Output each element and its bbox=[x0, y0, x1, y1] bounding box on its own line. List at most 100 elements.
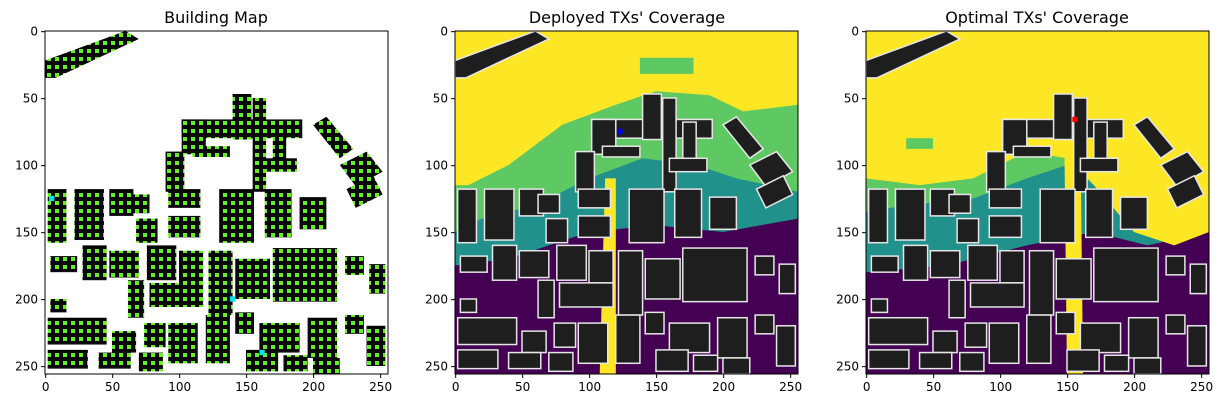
coverage-building-26 bbox=[969, 282, 1025, 308]
y-tick-label: 150 bbox=[425, 226, 448, 240]
coverage-building-8 bbox=[985, 150, 1007, 193]
coverage-building-44 bbox=[1079, 322, 1122, 354]
x-tick-label: 100 bbox=[989, 380, 1012, 394]
coverage-building-9 bbox=[721, 115, 765, 160]
building-36 bbox=[299, 197, 327, 230]
coverage-building-40 bbox=[754, 255, 775, 276]
y-tick-label: 0 bbox=[30, 25, 38, 39]
coverage-building-37 bbox=[1028, 249, 1055, 316]
x-tick-label: 100 bbox=[578, 380, 601, 394]
coverage-building-47 bbox=[1186, 325, 1208, 367]
coverage-building-11 bbox=[1166, 174, 1205, 209]
building-37 bbox=[208, 250, 233, 316]
y-tick-label: 100 bbox=[425, 159, 448, 173]
building-49 bbox=[283, 355, 308, 372]
x-tick-label: 150 bbox=[235, 380, 258, 394]
coverage-building-35 bbox=[673, 188, 703, 239]
coverage-building-50 bbox=[722, 357, 751, 374]
coverage-building-4 bbox=[1072, 97, 1088, 193]
coverage-building-7 bbox=[1012, 145, 1052, 158]
y-tick-label: 50 bbox=[23, 92, 38, 106]
coverage-building-19 bbox=[870, 255, 899, 273]
building-15 bbox=[128, 194, 150, 214]
y-tick-label: 150 bbox=[836, 226, 859, 240]
coverage-building-46 bbox=[754, 314, 775, 335]
coverage-building-29 bbox=[553, 322, 577, 348]
y-tick-label: 200 bbox=[15, 293, 38, 307]
x-tick-label: 200 bbox=[1123, 380, 1146, 394]
y-tick-label: 250 bbox=[15, 360, 38, 374]
coverage-building-28 bbox=[932, 330, 958, 354]
building-13 bbox=[74, 189, 104, 241]
coverage-building-20 bbox=[902, 244, 929, 281]
coverage-building-24 bbox=[870, 298, 889, 314]
y-tick-label: 100 bbox=[836, 159, 859, 173]
building-40 bbox=[345, 256, 364, 275]
x-tick-label: 0 bbox=[863, 380, 871, 394]
axes-frame-0 bbox=[44, 30, 389, 375]
coverage-building-43 bbox=[1055, 311, 1076, 335]
x-tick-label: 50 bbox=[926, 380, 941, 394]
coverage-building-39 bbox=[1093, 247, 1159, 303]
coverage-strong-region bbox=[455, 31, 798, 186]
coverage-building-34 bbox=[1039, 188, 1076, 244]
y-tick-label: 0 bbox=[851, 25, 859, 39]
building-38 bbox=[235, 258, 271, 299]
coverage-building-7 bbox=[601, 145, 641, 158]
x-tick-label: 250 bbox=[369, 380, 392, 394]
x-tick-label: 250 bbox=[1190, 380, 1213, 394]
building-3 bbox=[232, 93, 252, 140]
building-12 bbox=[47, 189, 67, 243]
panel-plot-0 bbox=[45, 31, 388, 374]
highlight-point-1 bbox=[259, 349, 265, 356]
coverage-building-36 bbox=[708, 196, 738, 231]
coverage-building-18 bbox=[988, 215, 1023, 239]
axes-frame-2 bbox=[865, 30, 1210, 375]
y-tick-label: 200 bbox=[836, 293, 859, 307]
coverage-building-29 bbox=[964, 322, 988, 348]
building-25 bbox=[128, 280, 145, 318]
x-tick-label: 200 bbox=[302, 380, 325, 394]
building-26 bbox=[149, 282, 204, 308]
building-27 bbox=[47, 317, 107, 345]
coverage-building-36 bbox=[1119, 196, 1149, 231]
coverage-building-33 bbox=[548, 351, 574, 373]
panel-title-optimal-coverage: Optimal TXs' Coverage bbox=[945, 8, 1129, 27]
building-0 bbox=[45, 31, 139, 78]
coverage-building-20 bbox=[491, 244, 518, 281]
building-32 bbox=[98, 352, 131, 369]
building-30 bbox=[168, 323, 198, 364]
coverage-building-6 bbox=[668, 157, 708, 173]
coverage-building-42 bbox=[1026, 314, 1052, 365]
panel-title-building-map: Building Map bbox=[164, 8, 268, 27]
building-50 bbox=[312, 357, 340, 374]
panel-clip-0 bbox=[45, 31, 388, 374]
coverage-building-17 bbox=[577, 188, 612, 209]
coverage-building-21 bbox=[929, 249, 961, 279]
coverage-building-12 bbox=[456, 188, 478, 244]
y-tick-label: 50 bbox=[844, 92, 859, 106]
coverage-hotspot bbox=[639, 57, 694, 74]
coverage-building-10 bbox=[748, 150, 794, 188]
coverage-building-34 bbox=[628, 188, 665, 244]
panel-title-deployed-coverage: Deployed TXs' Coverage bbox=[529, 8, 725, 27]
coverage-building-11 bbox=[755, 174, 794, 209]
coverage-building-15 bbox=[537, 193, 561, 214]
building-23 bbox=[178, 250, 204, 283]
coverage-building-32 bbox=[507, 351, 542, 370]
building-29 bbox=[144, 323, 166, 348]
coverage-building-33 bbox=[959, 351, 985, 373]
coverage-building-0 bbox=[866, 31, 962, 79]
building-46 bbox=[345, 315, 364, 334]
x-tick-label: 150 bbox=[645, 380, 668, 394]
building-33 bbox=[138, 352, 163, 372]
coverage-building-48 bbox=[1066, 349, 1100, 373]
building-19 bbox=[50, 256, 78, 273]
building-39 bbox=[272, 248, 338, 302]
coverage-building-44 bbox=[668, 322, 711, 354]
axes-frame-1 bbox=[454, 30, 799, 375]
coverage-building-25 bbox=[948, 279, 966, 319]
building-41 bbox=[369, 264, 386, 294]
coverage-building-17 bbox=[988, 188, 1023, 209]
